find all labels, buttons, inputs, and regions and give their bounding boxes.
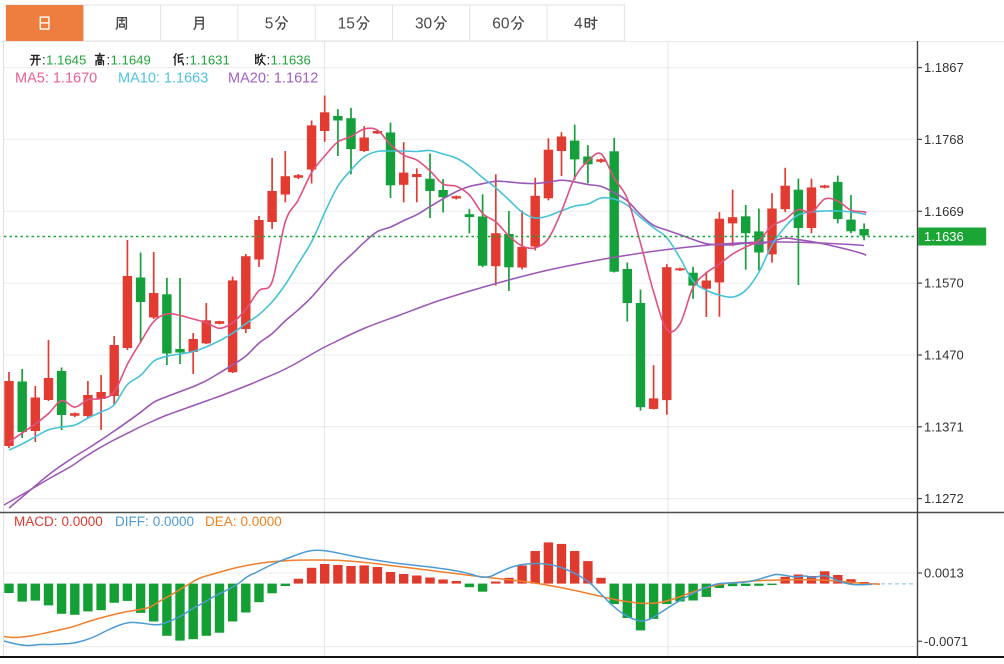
svg-text:5: 5 xyxy=(265,16,274,33)
svg-text:1.1867: 1.1867 xyxy=(924,60,964,75)
svg-text:MA20: 1.1612: MA20: 1.1612 xyxy=(228,71,318,87)
svg-text:DIFF:0.0000: DIFF: 0.0000 xyxy=(115,514,194,529)
svg-text:1.1669: 1.1669 xyxy=(924,204,964,219)
svg-text:1.1645: 1.1645 xyxy=(46,52,86,67)
svg-text:1.1636: 1.1636 xyxy=(271,52,311,67)
svg-text:1.1272: 1.1272 xyxy=(924,491,964,506)
svg-text:1.1470: 1.1470 xyxy=(924,348,964,363)
svg-text::: : xyxy=(107,52,111,67)
svg-text:1.1570: 1.1570 xyxy=(924,276,964,291)
svg-text:1.1371: 1.1371 xyxy=(924,419,964,434)
svg-text:DEA:0.0000: DEA: 0.0000 xyxy=(205,514,282,529)
svg-text:4: 4 xyxy=(574,16,583,33)
svg-text::: : xyxy=(186,52,190,67)
svg-text::: : xyxy=(42,52,46,67)
svg-text:1.1649: 1.1649 xyxy=(111,52,151,67)
svg-text:1.1636: 1.1636 xyxy=(924,229,964,244)
svg-text:-0.0071: -0.0071 xyxy=(924,634,968,649)
svg-text:30: 30 xyxy=(415,16,433,33)
svg-text:1.1631: 1.1631 xyxy=(190,52,230,67)
svg-text::: : xyxy=(267,52,271,67)
svg-text:15: 15 xyxy=(338,16,355,33)
svg-text:60: 60 xyxy=(492,16,510,33)
svg-text:MA5: 1.1670: MA5: 1.1670 xyxy=(15,71,97,87)
svg-text:0.0013: 0.0013 xyxy=(924,566,964,581)
svg-text:MA10: 1.1663: MA10: 1.1663 xyxy=(118,71,208,87)
svg-text:1.1768: 1.1768 xyxy=(924,132,964,147)
